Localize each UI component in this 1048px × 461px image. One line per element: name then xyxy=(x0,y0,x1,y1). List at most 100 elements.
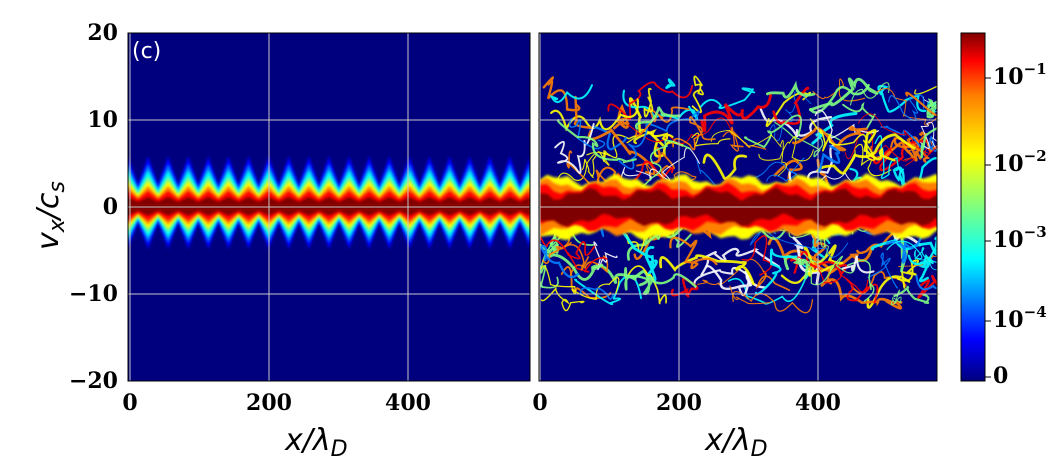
turbulent-filament xyxy=(754,248,798,296)
left-x-axis-label: x/λD xyxy=(284,423,348,461)
turbulent-filament xyxy=(722,126,767,152)
panel-label: (c) xyxy=(132,39,161,64)
turbulent-filament xyxy=(693,266,753,289)
turbulent-filament xyxy=(920,121,937,149)
turbulent-filament xyxy=(579,287,615,300)
turbulent-filament xyxy=(749,225,849,258)
turbulent-filament xyxy=(915,274,937,291)
turbulent-filament xyxy=(814,109,879,143)
turbulent-filament xyxy=(841,255,875,274)
turbulent-filament xyxy=(812,78,866,102)
lower-beam-layer-7 xyxy=(128,208,530,216)
turbulent-filament xyxy=(845,278,879,304)
turbulent-filament xyxy=(925,98,937,119)
turbulent-filament xyxy=(732,291,814,314)
y-tick-minus10: −10 xyxy=(69,281,118,307)
turbulent-filament xyxy=(710,129,788,177)
turbulent-filament xyxy=(741,235,772,276)
turbulent-filament xyxy=(890,289,902,306)
y-tick-20: 20 xyxy=(87,20,118,46)
y-tick-10: 10 xyxy=(87,107,118,133)
colorbar-ticks: 10−1 10−2 10−3 10−4 0 xyxy=(985,60,1047,389)
turbulent-filament xyxy=(893,137,931,163)
left-plot-frame xyxy=(127,32,531,382)
turbulent-filament xyxy=(702,153,748,180)
turbulent-filament xyxy=(863,128,896,162)
turbulent-filament xyxy=(556,119,637,164)
turbulent-filament xyxy=(886,240,937,264)
turbulent-filament xyxy=(665,78,676,90)
turbulent-filament xyxy=(542,76,594,129)
turbulent-filament xyxy=(593,241,618,271)
turbulent-filament xyxy=(888,94,925,122)
turbulent-filament xyxy=(633,128,674,145)
turbulent-filament xyxy=(588,126,627,151)
turbulent-filament xyxy=(743,114,803,149)
turbulent-filament xyxy=(700,93,773,132)
turbulent-filament xyxy=(758,135,814,162)
turbulent-filament xyxy=(809,77,879,112)
turbulent-filament xyxy=(849,82,890,106)
y-tick-0: 0 xyxy=(103,194,118,220)
turbulent-filament xyxy=(755,270,791,291)
turbulent-filament xyxy=(691,132,731,147)
left-x-tick-0: 0 xyxy=(122,390,137,416)
left-beam-ripples xyxy=(128,156,530,249)
turbulent-filament xyxy=(659,254,755,286)
turbulent-filament xyxy=(880,125,937,153)
colorbar-tick-label: 10−2 xyxy=(993,147,1047,177)
turbulent-filament xyxy=(867,252,898,289)
turbulent-filament xyxy=(816,133,916,175)
turbulent-filament xyxy=(549,84,593,104)
colorbar-tick-label: 10−3 xyxy=(993,223,1047,253)
turbulent-filament xyxy=(540,286,585,312)
turbulent-filament xyxy=(866,275,911,309)
turbulent-filament xyxy=(817,144,841,173)
right-plot-frame xyxy=(538,32,938,382)
turbulent-filament xyxy=(920,126,937,159)
turbulent-filament xyxy=(820,278,903,310)
turbulent-filament xyxy=(691,75,704,114)
right-x-tick-200: 200 xyxy=(656,390,702,416)
turbulent-filament xyxy=(627,117,734,145)
turbulent-filament xyxy=(803,227,830,263)
right-x-axis-label: x/λD xyxy=(704,423,768,461)
turbulent-filament xyxy=(729,285,771,305)
turbulent-filament xyxy=(581,151,598,179)
turbulent-filament xyxy=(669,236,718,270)
turbulent-filament xyxy=(617,226,658,282)
turbulent-filament xyxy=(634,106,681,130)
turbulent-filament xyxy=(789,251,848,277)
upper-beam-layer-7 xyxy=(128,196,530,206)
colorbar-gradient xyxy=(960,32,986,382)
turbulent-filament xyxy=(672,116,716,151)
turbulent-filament xyxy=(557,150,611,181)
right-x-tick-0: 0 xyxy=(532,390,547,416)
colorbar-tick-label: 10−4 xyxy=(993,303,1047,333)
right-x-tick-400: 400 xyxy=(795,390,841,416)
turbulent-filament xyxy=(540,265,620,301)
turbulent-filament xyxy=(809,83,870,114)
turbulent-filament xyxy=(627,265,667,305)
turbulent-filament xyxy=(872,140,928,172)
turbulent-filament xyxy=(857,113,937,157)
turbulent-filament xyxy=(561,232,590,271)
turbulent-filament xyxy=(539,235,596,260)
y-axis-label: vx/cs xyxy=(31,181,70,250)
turbulent-filament xyxy=(922,96,937,105)
turbulent-filament xyxy=(898,255,937,268)
right-panel: 0 200 400 x/λD xyxy=(532,32,940,461)
turbulent-filament xyxy=(766,157,805,182)
right-gridlines xyxy=(537,33,940,381)
turbulent-filament xyxy=(766,80,816,99)
turbulent-filament xyxy=(541,241,572,265)
left-gridlines xyxy=(127,33,530,381)
turbulent-filament xyxy=(699,87,756,110)
turbulent-filament xyxy=(893,285,930,305)
turbulent-filament xyxy=(905,91,937,117)
turbulent-filament xyxy=(568,118,606,150)
turbulent-filament xyxy=(918,259,932,283)
colorbar: 10−1 10−2 10−3 10−4 0 xyxy=(960,32,1047,389)
colorbar-tick-label: 0 xyxy=(993,363,1008,389)
